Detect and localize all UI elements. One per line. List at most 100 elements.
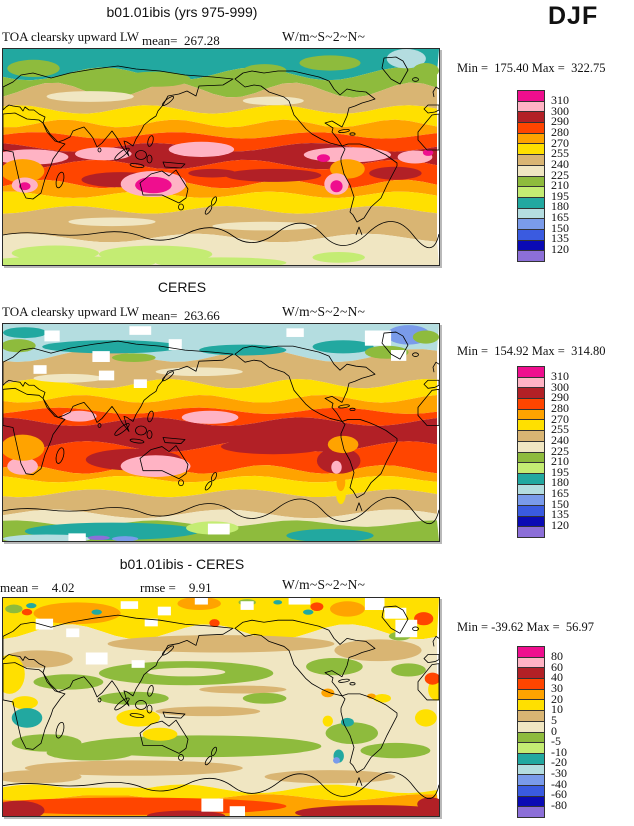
map-obs bbox=[2, 323, 440, 542]
legend-level-label: 0 bbox=[551, 723, 557, 738]
legend-level-label: 165 bbox=[551, 486, 569, 500]
legend-level-label: -60 bbox=[551, 787, 567, 802]
legend-level-label: 120 bbox=[551, 241, 569, 256]
legend-obs: 310 300 290 280 270 255 240 225 210 195 180 165 150 1… bbox=[517, 366, 627, 546]
legend-level-label: -20 bbox=[551, 755, 567, 770]
legend-swatch bbox=[518, 806, 544, 817]
panel-diff-title: b01.01ibis - CERES bbox=[119, 556, 245, 572]
legend-swatch bbox=[518, 398, 544, 409]
legend-obs-colorbar bbox=[517, 366, 545, 538]
legend-level-label: 30 bbox=[551, 681, 563, 695]
legend-level-label: 10 bbox=[551, 702, 563, 717]
legend-swatch bbox=[518, 186, 544, 197]
legend-level-label: 255 bbox=[551, 422, 569, 437]
legend-level-label: 290 bbox=[551, 114, 569, 129]
legend-swatch bbox=[518, 164, 544, 176]
legend-swatch bbox=[518, 111, 544, 123]
legend-swatch bbox=[518, 218, 544, 229]
legend-swatch bbox=[518, 430, 544, 441]
legend-swatch bbox=[518, 678, 544, 689]
panel-model-minmax-label: Min = 175.40 Max = 322.75 bbox=[457, 61, 606, 75]
legend-level-label: 225 bbox=[551, 167, 569, 182]
legend-swatch bbox=[518, 122, 544, 133]
panel-diff-units-label: W/m~S~2~N~ bbox=[282, 577, 366, 592]
panel-diff-rmse-label: rmse = 9.91 bbox=[140, 580, 212, 595]
legend-level-label: 60 bbox=[551, 659, 563, 674]
season-label: DJF bbox=[548, 2, 599, 30]
legend-swatch bbox=[518, 731, 544, 743]
legend-swatch bbox=[518, 795, 544, 807]
legend-level-label: 240 bbox=[551, 156, 569, 171]
legend-swatch bbox=[518, 239, 544, 251]
legend-swatch bbox=[518, 387, 544, 399]
legend-model: 310 300 290 280 270 255 240 225 210 195 180 165 150 1… bbox=[517, 90, 627, 270]
legend-level-label: 120 bbox=[551, 517, 569, 532]
legend-level-label: -10 bbox=[551, 744, 567, 759]
legend-level-label: 150 bbox=[551, 220, 569, 235]
legend-level-label: -80 bbox=[551, 797, 567, 812]
legend-level-label: 255 bbox=[551, 146, 569, 161]
legend-level-label: 310 bbox=[551, 93, 569, 108]
legend-level-label: -40 bbox=[551, 776, 567, 791]
legend-swatch bbox=[518, 91, 544, 101]
legend-swatch bbox=[518, 143, 544, 155]
legend-level-label: 20 bbox=[551, 691, 563, 706]
legend-diff-colorbar bbox=[517, 646, 545, 818]
legend-swatch bbox=[518, 688, 544, 700]
legend-swatch bbox=[518, 250, 544, 261]
legend-swatch bbox=[518, 667, 544, 679]
legend-swatch bbox=[518, 526, 544, 537]
panel-obs-units-label: W/m~S~2~N~ bbox=[282, 304, 366, 319]
legend-level-label: 290 bbox=[551, 390, 569, 405]
legend-level-label: 300 bbox=[551, 379, 569, 394]
map-diff bbox=[2, 597, 440, 817]
legend-swatch bbox=[518, 376, 544, 388]
legend-swatch bbox=[518, 408, 544, 420]
legend-level-label: 240 bbox=[551, 432, 569, 447]
legend-level-label: 165 bbox=[551, 210, 569, 224]
legend-swatch bbox=[518, 763, 544, 775]
panel-model-units-label: W/m~S~2~N~ bbox=[282, 29, 366, 44]
legend-swatch bbox=[518, 440, 544, 452]
legend-swatch bbox=[518, 784, 544, 796]
legend-level-label: 40 bbox=[551, 670, 563, 685]
legend-swatch bbox=[518, 207, 544, 219]
legend-level-label: 150 bbox=[551, 496, 569, 511]
panel-diff-minmax-label: Min = -39.62 Max = 56.97 bbox=[457, 620, 595, 634]
legend-swatch bbox=[518, 647, 544, 657]
legend-level-label: 195 bbox=[551, 464, 569, 479]
legend-diff: 80 60 40 30 20 10 5 0 -5 -10 -20 -30 -40 -60 -80 bbox=[517, 646, 627, 826]
legend-swatch bbox=[518, 228, 544, 240]
legend-swatch bbox=[518, 720, 544, 732]
legend-level-label: 135 bbox=[551, 231, 569, 246]
legend-swatch bbox=[518, 100, 544, 112]
legend-swatch bbox=[518, 742, 544, 753]
legend-swatch bbox=[518, 451, 544, 463]
legend-level-label: 225 bbox=[551, 443, 569, 458]
legend-swatch bbox=[518, 752, 544, 764]
legend-level-label: 300 bbox=[551, 103, 569, 118]
legend-swatch bbox=[518, 515, 544, 527]
legend-swatch bbox=[518, 656, 544, 668]
legend-swatch bbox=[518, 504, 544, 516]
legend-swatch bbox=[518, 196, 544, 208]
legend-level-label: 195 bbox=[551, 188, 569, 203]
legend-swatch bbox=[518, 472, 544, 484]
legend-level-label: -5 bbox=[551, 734, 561, 749]
legend-level-label: 310 bbox=[551, 369, 569, 384]
legend-level-label: 210 bbox=[551, 454, 569, 469]
legend-level-label: 80 bbox=[551, 649, 563, 664]
panel-obs-title: CERES bbox=[157, 279, 207, 295]
legend-level-label: 270 bbox=[551, 411, 569, 426]
map-model bbox=[2, 48, 440, 266]
legend-level-label: 210 bbox=[551, 178, 569, 193]
legend-swatch bbox=[518, 710, 544, 721]
legend-swatch bbox=[518, 483, 544, 495]
panel-model-variable-label: TOA clearsky upward LW bbox=[2, 29, 140, 44]
legend-swatch bbox=[518, 154, 544, 165]
legend-level-label: 5 bbox=[551, 712, 557, 727]
legend-level-label: 180 bbox=[551, 475, 569, 490]
panel-diff-mean-label: mean = 4.02 bbox=[0, 580, 75, 595]
legend-swatch bbox=[518, 699, 544, 711]
